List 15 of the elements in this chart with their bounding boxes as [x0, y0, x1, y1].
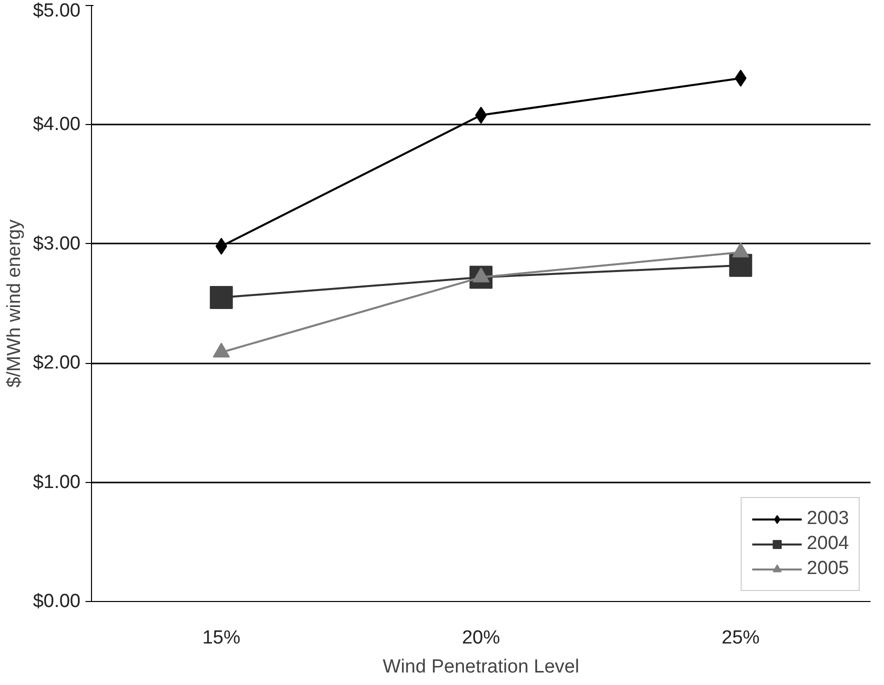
y-axis-title: $/MWh wind energy	[4, 219, 25, 388]
x-axis-title: Wind Penetration Level	[382, 656, 580, 678]
legend-label: 2003	[806, 508, 849, 530]
legend-label: 2005	[806, 558, 849, 580]
x-tick-label: 25%	[722, 628, 760, 648]
point	[210, 286, 233, 310]
x-tick-label: 20%	[462, 628, 500, 648]
y-tick-label: $0.00	[32, 591, 80, 612]
y-tick-label: $5.00	[32, 0, 80, 22]
y-tick-label: $4.00	[32, 114, 80, 136]
y-tick-label: $3.00	[32, 233, 80, 254]
y-tick-label: $2.00	[32, 352, 80, 374]
legend-label: 2004	[806, 533, 849, 555]
y-tick-label: $1.00	[32, 472, 80, 493]
x-tick-label: 15%	[202, 628, 240, 648]
